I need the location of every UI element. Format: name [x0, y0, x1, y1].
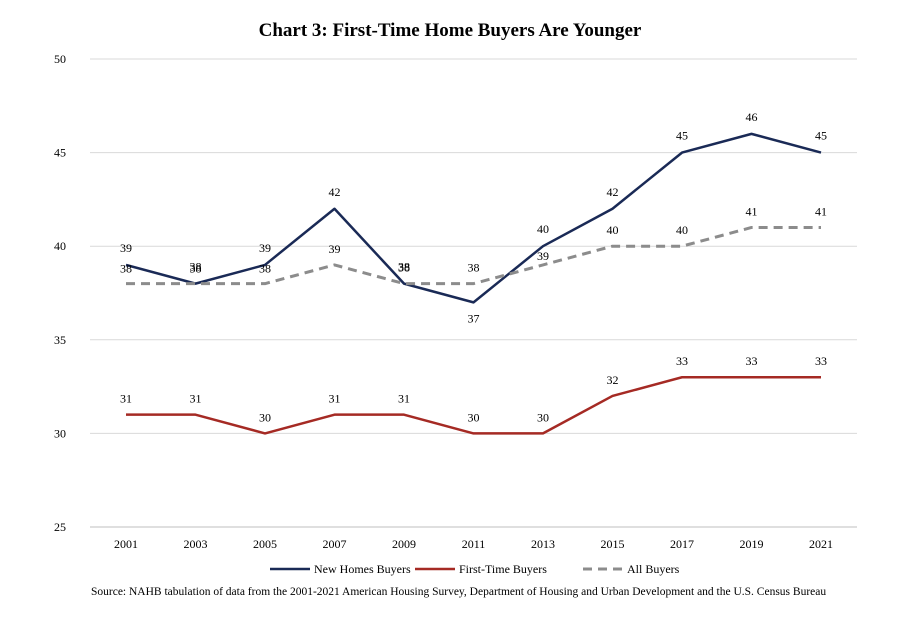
data-label-first-time-buyers: 31 [120, 392, 132, 406]
data-label-new-homes-buyers: 39 [120, 241, 132, 255]
data-label-all-buyers: 38 [468, 261, 480, 275]
data-label-new-homes-buyers: 42 [607, 185, 619, 199]
legend-label-new-homes-buyers: New Homes Buyers [314, 562, 411, 576]
y-tick-label-45: 45 [54, 146, 66, 160]
data-label-new-homes-buyers: 45 [676, 129, 688, 143]
series-line-new-homes-buyers [125, 132, 822, 304]
x-tick-label-2011: 2011 [462, 537, 486, 551]
x-tick-label-2001: 2001 [114, 537, 138, 551]
legend: New Homes Buyers First-Time Buyers All Buy… [270, 562, 680, 576]
source-note: Source: NAHB tabulation of data from the… [91, 586, 827, 598]
y-axis-ticks: 25 30 35 40 45 50 [54, 52, 66, 534]
data-label-first-time-buyers: 33 [676, 354, 688, 368]
y-tick-label-40: 40 [54, 239, 66, 253]
data-label-first-time-buyers: 31 [398, 392, 410, 406]
data-label-first-time-buyers: 31 [190, 392, 202, 406]
y-tick-label-25: 25 [54, 520, 66, 534]
data-label-first-time-buyers: 31 [329, 392, 341, 406]
data-label-all-buyers: 40 [607, 223, 619, 237]
series-line-first-time-buyers [126, 375, 821, 435]
data-label-all-buyers: 41 [746, 204, 758, 218]
data-label-new-homes-buyers: 39 [259, 241, 271, 255]
data-label-all-buyers: 41 [815, 204, 827, 218]
x-tick-label-2007: 2007 [323, 537, 347, 551]
x-tick-label-2003: 2003 [184, 537, 208, 551]
data-label-first-time-buyers: 32 [607, 373, 619, 387]
data-labels: 39 38 39 42 38 37 40 42 45 46 45 31 31 30 31 31 30 30 32 33… [120, 110, 827, 425]
data-label-first-time-buyers: 33 [746, 354, 758, 368]
data-label-first-time-buyers: 30 [259, 410, 271, 424]
x-tick-label-2019: 2019 [740, 537, 764, 551]
y-tick-label-50: 50 [54, 52, 66, 66]
data-label-all-buyers: 38 [398, 261, 410, 275]
data-label-new-homes-buyers: 45 [815, 129, 827, 143]
data-label-all-buyers: 40 [676, 223, 688, 237]
series-line-all-buyers [126, 225, 821, 286]
data-label-all-buyers: 38 [259, 262, 271, 276]
legend-label-all-buyers: All Buyers [627, 562, 680, 576]
data-label-first-time-buyers: 30 [468, 410, 480, 424]
data-label-first-time-buyers: 30 [537, 410, 549, 424]
data-label-new-homes-buyers: 38 [190, 260, 202, 274]
data-label-all-buyers: 38 [120, 262, 132, 276]
data-label-new-homes-buyers: 42 [329, 185, 341, 199]
data-label-new-homes-buyers: 38 [398, 260, 410, 274]
x-tick-label-2017: 2017 [670, 537, 694, 551]
x-axis-ticks: 2001 2003 2005 2007 2009 2011 2013 2015 2017 2019… [114, 537, 833, 551]
data-label-all-buyers: 39 [329, 242, 341, 256]
y-tick-label-30: 30 [54, 426, 66, 440]
legend-label-first-time-buyers: First-Time Buyers [459, 562, 547, 576]
data-label-all-buyers: 39 [537, 249, 549, 263]
chart-title: Chart 3: First-Time Home Buyers Are Youn… [258, 20, 642, 41]
x-tick-label-2009: 2009 [392, 537, 416, 551]
x-tick-label-2021: 2021 [809, 537, 833, 551]
data-label-new-homes-buyers: 40 [537, 222, 549, 236]
y-tick-label-35: 35 [54, 333, 66, 347]
series-lines [125, 132, 822, 435]
x-tick-label-2013: 2013 [531, 537, 555, 551]
data-label-all-buyers: 38 [190, 262, 202, 276]
gridlines [90, 58, 857, 528]
x-tick-label-2005: 2005 [253, 537, 277, 551]
data-label-new-homes-buyers: 46 [746, 110, 758, 124]
data-label-new-homes-buyers: 37 [468, 311, 480, 325]
data-label-first-time-buyers: 33 [815, 354, 827, 368]
x-tick-label-2015: 2015 [601, 537, 625, 551]
